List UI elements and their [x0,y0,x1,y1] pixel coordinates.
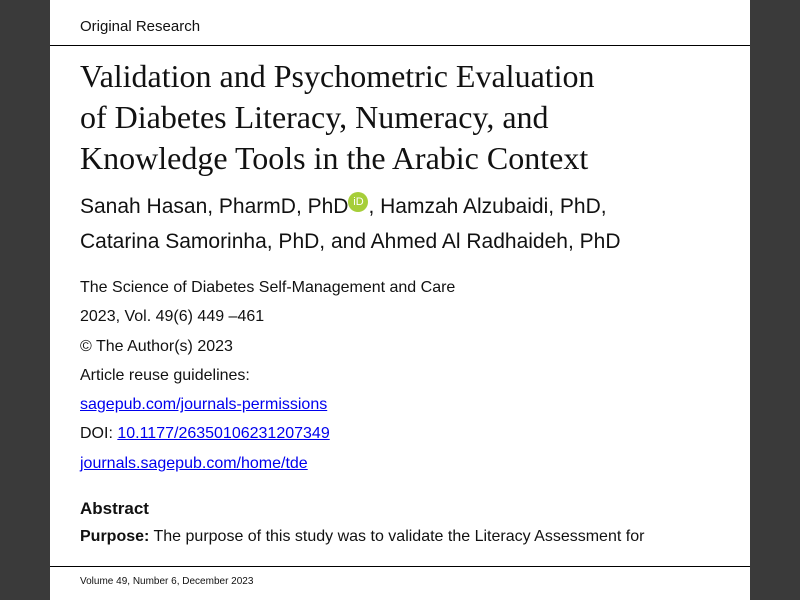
author-text: , Hamzah Alzubaidi, PhD, [368,195,607,218]
permissions-link[interactable]: sagepub.com/journals-permissions [80,396,328,414]
orcid-icon[interactable]: iD [348,192,369,212]
journal-home-link[interactable]: journals.sagepub.com/home/tde [80,454,308,472]
abstract-heading: Abstract [80,499,149,518]
header-rule [50,45,750,46]
author-text: Catarina Samorinha, PhD, and Ahmed Al Ra… [80,230,621,253]
footer-rule [50,566,750,567]
title-line: Validation and Psychometric Evaluation [80,58,595,94]
doi-link[interactable]: 10.1177/26350106231207349 [117,425,330,443]
reuse-label: Article reuse guidelines: [80,366,250,384]
purpose-text: The purpose of this study was to validat… [149,528,645,545]
journal-name: The Science of Diabetes Self-Management … [80,279,456,296]
volume-info: 2023, Vol. 49(6) 449 –461 [80,308,265,326]
copyright: © The Author(s) 2023 [80,337,233,355]
authors: Sanah Hasan, PharmD, PhD iD, Hamzah Alzub… [80,189,621,259]
purpose-label: Purpose: [80,528,150,545]
article-title: Validation and Psychometric Evaluation o… [80,56,595,179]
title-line: Knowledge Tools in the Arabic Context [80,140,589,176]
author-text: Sanah Hasan, PharmD, PhD [80,195,349,218]
title-line: of Diabetes Literacy, Numeracy, and [80,99,549,135]
article-metadata: The Science of Diabetes Self-Management … [80,273,455,478]
article-category: Original Research [80,18,201,35]
doi-label: DOI: [80,425,118,443]
abstract-purpose: Purpose: The purpose of this study was t… [80,528,644,546]
page-footer: Volume 49, Number 6, December 2023 [80,576,254,587]
document-page: Original Research Validation and Psychom… [50,0,750,600]
